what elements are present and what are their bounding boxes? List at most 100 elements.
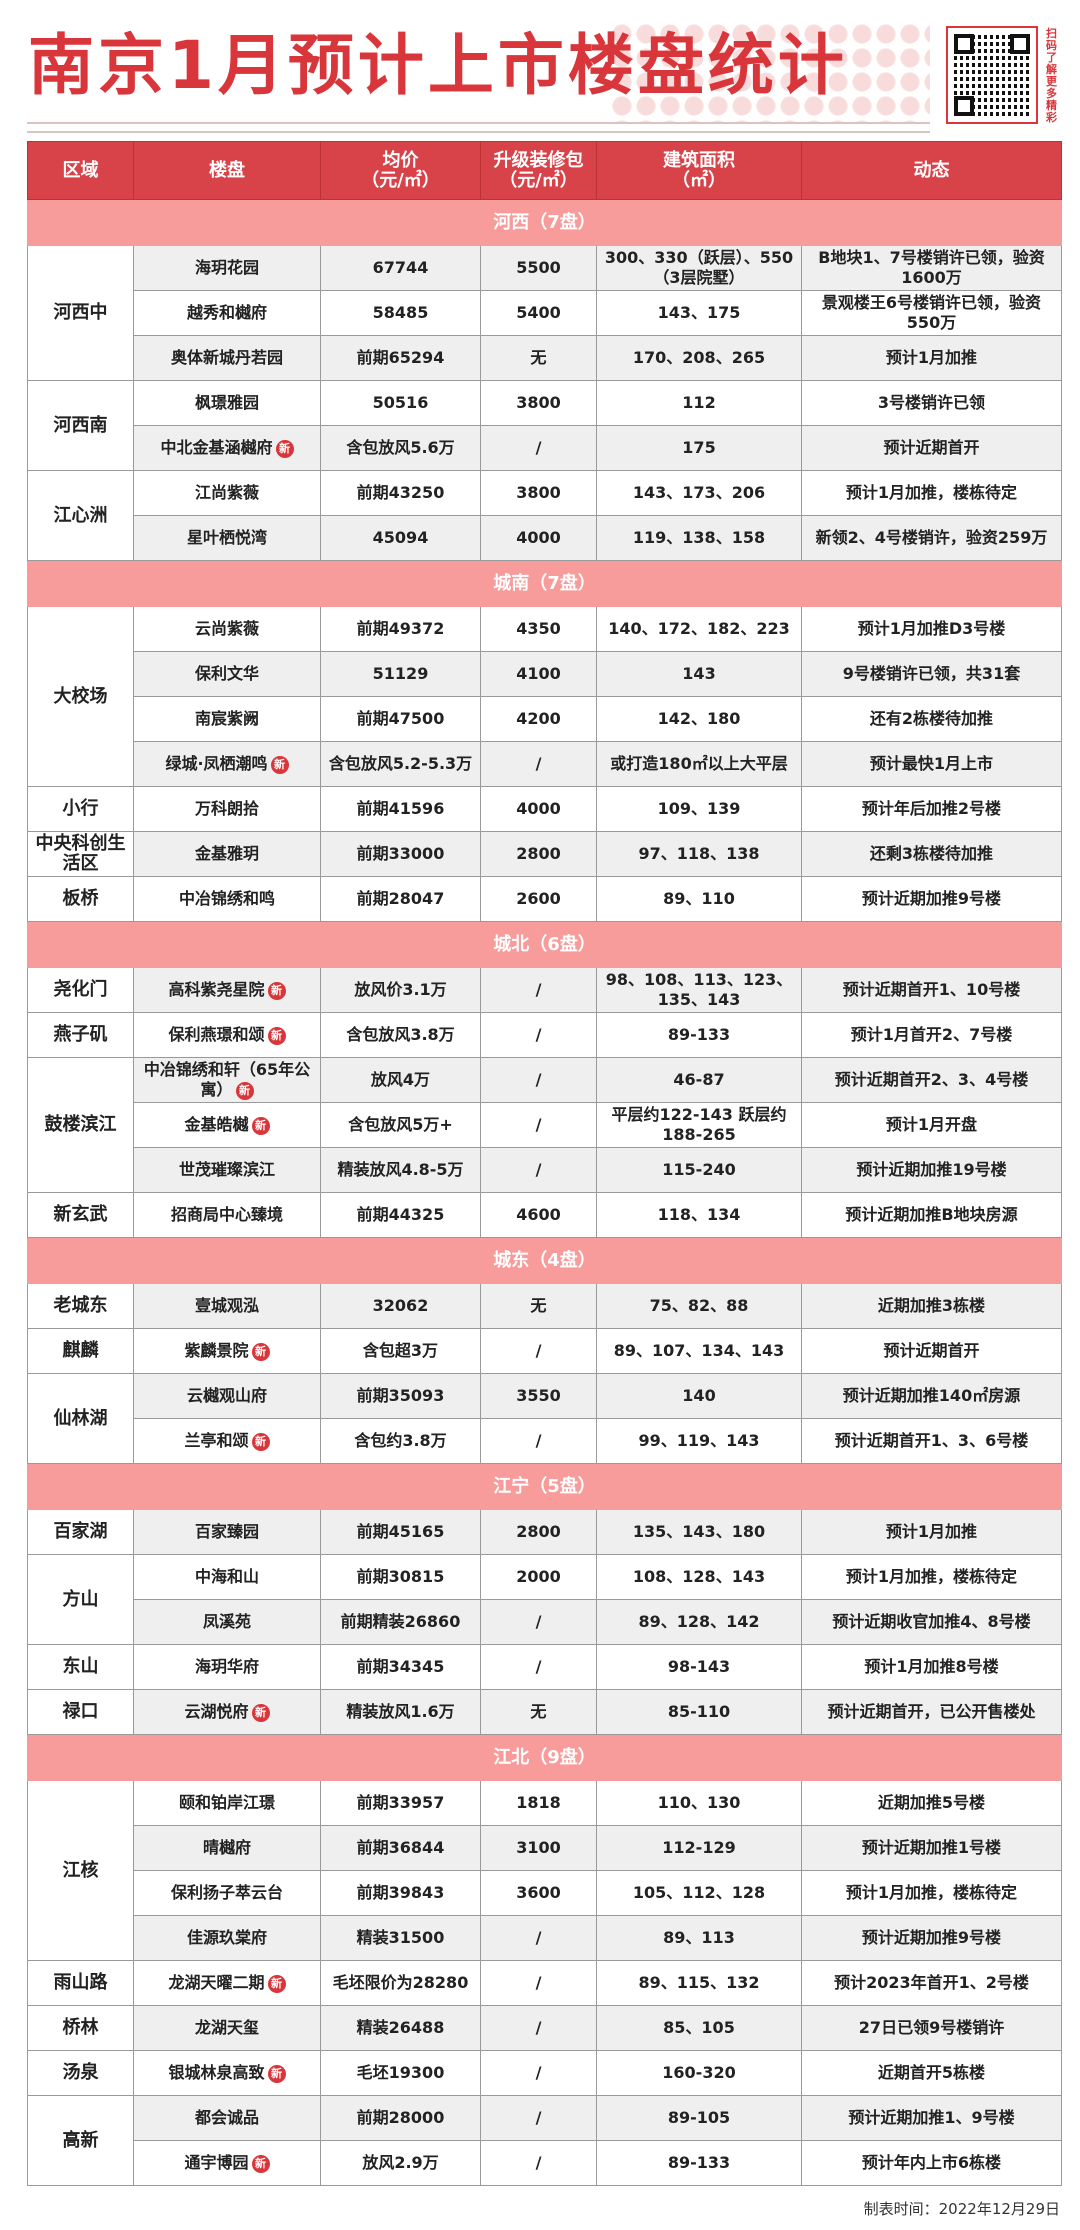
section-row: 城东（4盘） [27,1237,1062,1284]
status-cell: 还有2栋楼待加推 [801,696,1062,742]
new-badge-icon: 新 [251,2154,270,2173]
table-row: 河西南 枫璟雅园 50516 3800 112 3号楼销许已领 [27,380,1062,471]
area-cell: 143、173、206 [596,470,802,516]
column-header: 升级装修包 （元/㎡） [480,141,597,200]
status-cell: 预计1月首开2、7号楼 [801,1012,1062,1058]
project-cell: 星叶栖悦湾 [133,515,321,561]
project-name: 云湖悦府 [184,1702,249,1721]
table-row: 河西中 海玥花园 67744 5500 300、330（跃层）、550（3层院墅） B地块… [27,245,1062,381]
project-name: 通宇博园 [184,2153,249,2172]
qr-code[interactable] [946,26,1038,124]
new-badge-icon: 新 [251,1703,270,1722]
project-cell: 绿城·凤栖潮鸣新 [133,741,321,787]
price-cell: 前期33957 [320,1780,481,1826]
project-cell: 中海和山 [133,1554,321,1600]
table-row: 燕子矶 保利燕璟和颂新含包放风3.8万/89-133 预计1月首开2、7号楼 [27,1012,1062,1058]
table-row: 东山 海玥华府 前期34345/98-143 预计1月加推8号楼 [27,1644,1062,1690]
decoration-pack-cell: 1818 [480,1780,597,1826]
section-title: 城东（4盘） [27,1237,1062,1284]
region-cell: 百家湖 [27,1509,134,1555]
decoration-pack-cell: / [480,1644,597,1690]
section-title: 河西（7盘） [27,199,1062,246]
project-name: 凤溪苑 [202,1612,251,1631]
status-cell: 还剩3栋楼待加推 [801,831,1062,877]
price-cell: 含包约3.8万 [320,1418,481,1464]
area-cell: 115-240 [596,1147,802,1193]
status-cell: 预计近期加推19号楼 [801,1147,1062,1193]
price-cell: 前期30815 [320,1554,481,1600]
project-cell: 凤溪苑 [133,1599,321,1645]
new-badge-icon: 新 [267,2064,286,2083]
table-row: 方山 中海和山 前期30815 2000 108、128、143 预计1月加推，楼栋待定 [27,1554,1062,1645]
table-row: 禄口 云湖悦府新精装放风1.6万无 85-110 预计近期首开，已公开售楼处 [27,1689,1062,1735]
price-cell: 前期28047 [320,876,481,922]
status-cell: 预计1月加推，楼栋待定 [801,1870,1062,1916]
status-cell: 预计近期加推9号楼 [801,876,1062,922]
region-cell: 大校场 [27,606,134,787]
price-cell: 含包放风3.8万 [320,1012,481,1058]
status-cell: 预计近期加推1号楼 [801,1825,1062,1871]
project-cell: 百家臻园 [133,1509,321,1555]
table-row: 金基皓樾新含包放风5万+ / 平层约122-143 跃层约188-265 预计1月开盘 [28,1102,1062,1148]
table-row: 桥林 龙湖天玺 精装26488/85、105 27日已领9号楼销许 [27,2005,1062,2051]
decoration-pack-cell: / [480,741,597,787]
new-badge-icon: 新 [270,755,289,774]
decoration-pack-cell: / [480,1960,597,2006]
project-cell: 云湖悦府新 [133,1689,321,1735]
decoration-pack-cell: 4100 [480,651,597,697]
status-cell: 预计2023年首开1、2号楼 [801,1960,1062,2006]
new-badge-icon: 新 [267,1026,286,1045]
table-row: 凤溪苑 前期精装26860/89、128、142 预计近期收官加推4、8号楼 [28,1599,1062,1645]
new-badge-icon: 新 [267,981,286,1000]
section-title: 城北（6盘） [27,921,1062,968]
section-row: 城南（7盘） [27,560,1062,607]
table-row: 鼓楼滨江 中冶锦绣和轩（65年公寓）新放风4万/46-87 预计近期首开2、3、4号… [27,1057,1062,1193]
price-cell: 前期39843 [320,1870,481,1916]
price-cell: 毛坯19300 [320,2050,481,2096]
area-cell: 105、112、128 [596,1870,802,1916]
column-header-unit: （元/㎡） [361,169,440,191]
region-cell: 高新 [27,2095,134,2186]
area-cell: 142、180 [596,696,802,742]
price-cell: 前期49372 [320,606,481,652]
region-cell: 中央科创生活区 [27,831,134,877]
status-cell: 预计近期加推1、9号楼 [801,2095,1062,2141]
project-cell: 中冶锦绣和鸣 [133,876,321,922]
project-cell: 保利燕璟和颂新 [133,1012,321,1058]
area-cell: 85-110 [596,1689,802,1735]
price-cell: 前期34345 [320,1644,481,1690]
price-cell: 前期47500 [320,696,481,742]
project-name: 绿城·凤栖潮鸣 [165,754,268,773]
column-header-label: 区域 [62,159,99,181]
table-row: 越秀和樾府 58485 5400 143、175 景观楼王6号楼销许已领，验资550万 [28,290,1062,336]
project-cell: 晴樾府 [133,1825,321,1871]
table-row: 大校场 云尚紫薇 前期49372 4350 140、172、182、223 预计1月加推D… [27,606,1062,787]
project-name: 招商局中心臻境 [170,1205,283,1224]
project-cell: 金基雅玥 [133,831,321,877]
section-row: 河西（7盘） [27,199,1062,246]
table-row: 星叶栖悦湾 45094 4000 119、138、158 新领2、4号楼销许，验资259… [28,515,1062,561]
region-cell: 河西南 [27,380,134,471]
table-row: 新玄武 招商局中心臻境 前期44325 4600 118、134 预计近期加推B地块房源 [27,1192,1062,1238]
table-row: 汤泉 银城林泉高致新毛坯19300/160-320 近期首开5栋楼 [27,2050,1062,2096]
area-cell: 85、105 [596,2005,802,2051]
table-row: 保利文华 51129 4100 143 9号楼销许已领，共31套 [28,651,1062,697]
project-name: 中冶锦绣和轩（65年公寓） [143,1060,311,1099]
project-cell: 招商局中心臻境 [133,1192,321,1238]
status-cell: 预计年内上市6栋楼 [801,2140,1062,2186]
decoration-pack-cell: / [480,2140,597,2186]
table-row: 通宇博园新放风2.9万/89-133 预计年内上市6栋楼 [28,2140,1062,2186]
area-cell: 89、110 [596,876,802,922]
project-name: 万科朗拾 [194,799,259,818]
decoration-pack-cell: 无 [480,335,597,381]
section-row: 城北（6盘） [27,921,1062,968]
status-cell: 预计近期首开 [801,425,1062,471]
column-header-label: 升级装修包 [493,149,584,171]
table-row: 老城东 壹城观泓 32062 无 75、82、88 近期加推3栋楼 [27,1283,1062,1329]
decoration-pack-cell: 4350 [480,606,597,652]
area-cell: 112-129 [596,1825,802,1871]
region-cell: 江核 [27,1780,134,1961]
price-cell: 前期28000 [320,2095,481,2141]
section-title: 江北（9盘） [27,1734,1062,1781]
region-cell: 雨山路 [27,1960,134,2006]
